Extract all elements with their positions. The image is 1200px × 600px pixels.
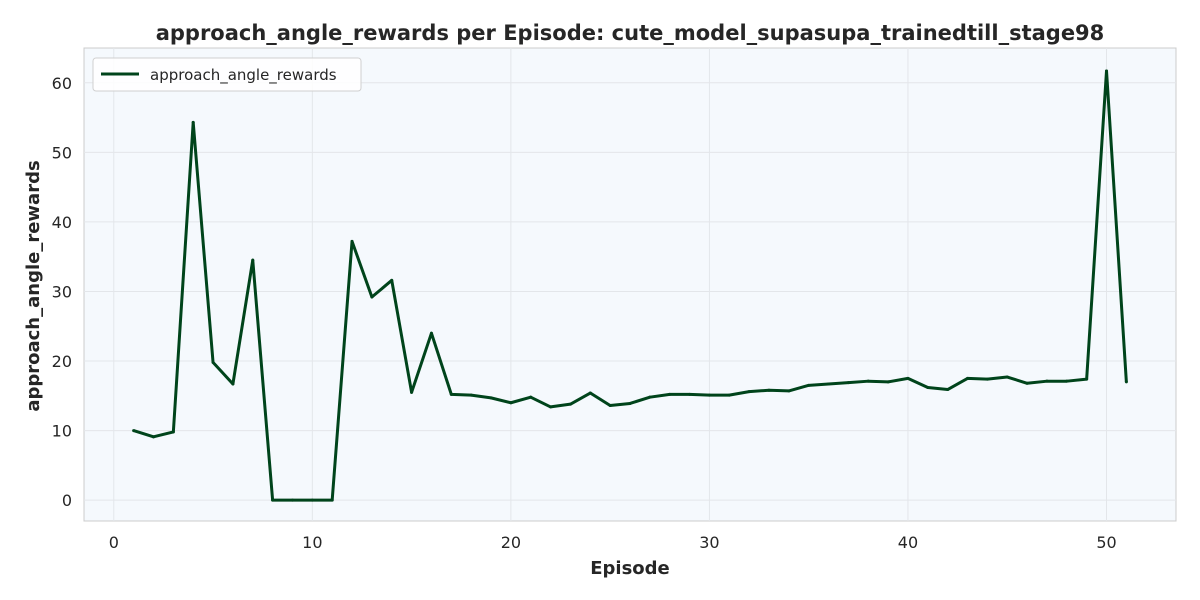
- data-point: [429, 331, 433, 335]
- data-point: [946, 388, 950, 392]
- y-tick-label: 20: [52, 352, 72, 371]
- y-axis-label: approach_angle_rewards: [23, 160, 44, 411]
- data-point: [211, 360, 215, 364]
- grid: [84, 48, 1176, 521]
- data-point: [727, 393, 731, 397]
- data-point: [509, 401, 513, 405]
- data-point: [966, 376, 970, 380]
- data-point: [846, 381, 850, 385]
- data-point: [370, 295, 374, 299]
- data-point: [191, 120, 195, 124]
- data-point: [807, 383, 811, 387]
- y-tick-label: 30: [52, 282, 72, 301]
- data-point: [985, 377, 989, 381]
- data-point: [410, 390, 414, 394]
- data-point: [271, 498, 275, 502]
- data-point: [1105, 69, 1109, 73]
- y-tick-label: 10: [52, 422, 72, 441]
- x-tick-label: 30: [699, 533, 719, 552]
- data-point: [628, 401, 632, 405]
- data-point: [1065, 379, 1069, 383]
- legend: approach_angle_rewards: [92, 57, 362, 92]
- tick-labels: 0 10 20 30 40 50 0 10 20 30 40 50 60: [52, 74, 1117, 552]
- data-point: [787, 389, 791, 393]
- data-point: [1085, 377, 1089, 381]
- data-point: [529, 395, 533, 399]
- data-point: [231, 382, 235, 386]
- data-point: [390, 278, 394, 282]
- data-point: [588, 391, 592, 395]
- x-tick-label: 0: [109, 533, 119, 552]
- data-point: [1025, 381, 1029, 385]
- data-point: [688, 392, 692, 396]
- data-point: [330, 498, 334, 502]
- x-tick-label: 20: [501, 533, 521, 552]
- data-point: [926, 385, 930, 389]
- plot-area: [83, 47, 1177, 522]
- data-point: [310, 498, 314, 502]
- y-tick-label: 0: [62, 491, 72, 510]
- data-point: [469, 393, 473, 397]
- data-point: [906, 376, 910, 380]
- data-point: [151, 435, 155, 439]
- chart-title: approach_angle_rewards per Episode: cute…: [156, 21, 1105, 45]
- data-point: [1045, 379, 1049, 383]
- data-point: [648, 395, 652, 399]
- data-point: [827, 382, 831, 386]
- y-tick-label: 50: [52, 143, 72, 162]
- data-point: [132, 429, 136, 433]
- data-point: [608, 404, 612, 408]
- series-layer: [132, 69, 1128, 502]
- x-tick-label: 50: [1096, 533, 1116, 552]
- data-point: [549, 405, 553, 409]
- data-point: [1124, 380, 1128, 384]
- data-point: [290, 498, 294, 502]
- data-point: [707, 393, 711, 397]
- data-point: [866, 379, 870, 383]
- x-tick-label: 40: [898, 533, 918, 552]
- data-point: [568, 402, 572, 406]
- data-point: [171, 430, 175, 434]
- data-point: [1005, 375, 1009, 379]
- data-point: [449, 392, 453, 396]
- y-tick-label: 40: [52, 213, 72, 232]
- legend-label: approach_angle_rewards: [150, 66, 337, 85]
- data-point: [747, 390, 751, 394]
- data-point: [767, 388, 771, 392]
- data-point: [489, 396, 493, 400]
- data-point: [251, 258, 255, 262]
- data-point: [886, 380, 890, 384]
- data-point: [350, 239, 354, 243]
- x-tick-label: 10: [302, 533, 322, 552]
- x-axis-label: Episode: [590, 558, 670, 579]
- y-tick-label: 60: [52, 74, 72, 93]
- legend-box: [92, 57, 362, 92]
- data-point: [668, 392, 672, 396]
